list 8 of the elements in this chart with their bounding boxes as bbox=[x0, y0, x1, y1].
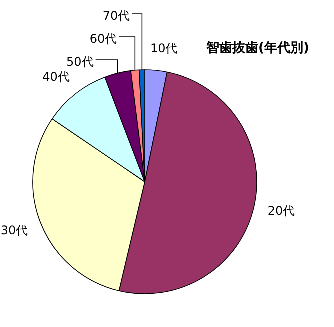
slice-label: 60代 bbox=[90, 32, 118, 46]
slice-label: 50代 bbox=[66, 55, 94, 69]
text: 智歯抜歯(年代別) bbox=[206, 41, 310, 56]
slice-label: 20代 bbox=[268, 204, 296, 218]
slice-label: 40代 bbox=[42, 70, 70, 84]
slice-label: 10代 bbox=[150, 42, 178, 56]
slice-label: 70代 bbox=[102, 9, 130, 23]
slice-label: 30代 bbox=[0, 224, 28, 238]
